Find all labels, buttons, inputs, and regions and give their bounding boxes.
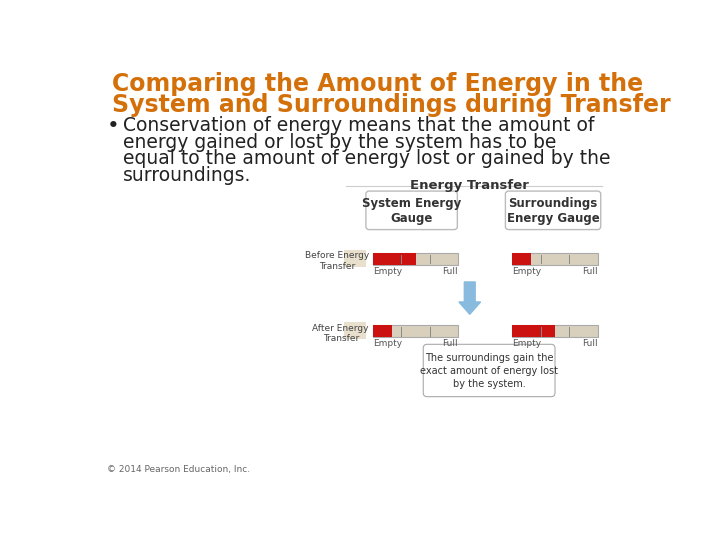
FancyBboxPatch shape [505,191,600,230]
Text: © 2014 Pearson Education, Inc.: © 2014 Pearson Education, Inc. [107,465,250,475]
Text: Full: Full [582,267,598,275]
Text: Empty: Empty [373,339,402,348]
Bar [373,253,458,265]
Text: surroundings.: surroundings. [122,166,251,185]
Bar [373,325,392,338]
Text: Conservation of energy means that the amount of: Conservation of energy means that the am… [122,116,594,134]
Text: Full: Full [582,339,598,348]
FancyArrow shape [459,282,481,314]
Text: Before Energy
Transfer: Before Energy Transfer [305,251,369,271]
Bar [344,322,366,339]
Text: After Energy
Transfer: After Energy Transfer [312,323,369,343]
Bar [513,325,555,338]
Text: energy gained or lost by the system has to be: energy gained or lost by the system has … [122,132,556,152]
Text: equal to the amount of energy lost or gained by the: equal to the amount of energy lost or ga… [122,150,610,168]
Text: Empty: Empty [513,339,541,348]
Text: Comparing the Amount of Energy in the: Comparing the Amount of Energy in the [112,72,643,97]
Bar [373,253,415,265]
Text: •: • [107,116,120,136]
Text: Full: Full [443,339,458,348]
Bar [513,325,598,338]
Text: Empty: Empty [513,267,541,275]
Bar [344,249,366,267]
Bar [513,253,598,265]
Text: The surroundings gain the
exact amount of energy lost
by the system.: The surroundings gain the exact amount o… [420,353,558,389]
Text: Energy Transfer: Energy Transfer [410,179,529,192]
FancyBboxPatch shape [366,191,457,230]
FancyBboxPatch shape [423,345,555,397]
Bar [373,325,458,338]
Text: Surroundings
Energy Gauge: Surroundings Energy Gauge [507,197,600,225]
Bar [513,253,531,265]
Text: Empty: Empty [373,267,402,275]
Text: Full: Full [443,267,458,275]
Text: System Energy
Gauge: System Energy Gauge [362,197,462,225]
Text: System and Surroundings during Transfer: System and Surroundings during Transfer [112,92,670,117]
